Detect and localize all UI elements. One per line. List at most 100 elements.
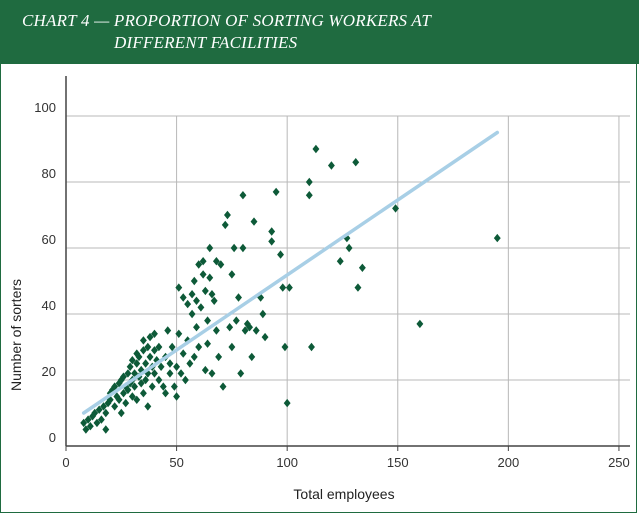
data-point bbox=[168, 342, 176, 352]
data-point bbox=[188, 290, 196, 299]
x-tick-label: 250 bbox=[608, 455, 630, 470]
trendline bbox=[81, 130, 500, 415]
data-point bbox=[166, 369, 174, 378]
data-point bbox=[146, 352, 154, 362]
data-point bbox=[162, 389, 169, 398]
data-point bbox=[206, 243, 214, 253]
data-point bbox=[139, 346, 147, 355]
data-point bbox=[193, 296, 200, 305]
data-point bbox=[139, 389, 147, 398]
data-point bbox=[268, 237, 276, 246]
data-point bbox=[206, 273, 214, 282]
data-point bbox=[248, 352, 256, 362]
data-point bbox=[199, 257, 207, 266]
data-point bbox=[392, 204, 399, 213]
data-point bbox=[157, 362, 165, 371]
data-point bbox=[212, 257, 220, 266]
data-point bbox=[97, 415, 105, 424]
data-point bbox=[148, 382, 156, 391]
data-point bbox=[228, 270, 236, 279]
data-point bbox=[91, 408, 99, 418]
data-point bbox=[155, 375, 163, 385]
data-point bbox=[279, 283, 287, 292]
axis-layer bbox=[65, 76, 630, 451]
data-point bbox=[354, 283, 362, 292]
data-point bbox=[166, 359, 174, 368]
data-point bbox=[268, 227, 276, 236]
tick-labels: 0 50 100 150 200 250 0 20 40 60 80 100 bbox=[34, 100, 629, 470]
data-point bbox=[111, 382, 119, 391]
data-point bbox=[102, 425, 110, 434]
data-point bbox=[117, 408, 125, 418]
data-point bbox=[208, 290, 216, 299]
data-point bbox=[186, 359, 194, 368]
data-point bbox=[139, 336, 147, 345]
x-axis-title: Total employees bbox=[293, 486, 394, 502]
data-point bbox=[131, 382, 139, 391]
data-point bbox=[179, 349, 187, 358]
data-point bbox=[201, 286, 209, 296]
title-banner: CHART 4 — PROPORTION OF SORTING WORKERS … bbox=[0, 0, 639, 64]
x-tick-label: 150 bbox=[387, 455, 409, 470]
data-point bbox=[181, 375, 189, 385]
data-point bbox=[204, 339, 211, 348]
data-point bbox=[142, 359, 150, 368]
data-point bbox=[80, 418, 88, 428]
chart-title-line-1: CHART 4 — PROPORTION OF SORTING WORKERS … bbox=[22, 11, 432, 30]
data-point bbox=[493, 233, 501, 243]
data-point bbox=[221, 220, 229, 230]
data-point bbox=[179, 293, 187, 302]
data-point bbox=[352, 158, 360, 167]
chart-title: CHART 4 — PROPORTION OF SORTING WORKERS … bbox=[22, 10, 582, 54]
x-tick-label: 50 bbox=[169, 455, 183, 470]
y-tick-label: 60 bbox=[42, 232, 56, 247]
data-point bbox=[305, 191, 313, 200]
data-point bbox=[93, 418, 101, 428]
data-point bbox=[124, 369, 132, 378]
data-point bbox=[199, 270, 207, 279]
data-point bbox=[144, 402, 152, 411]
data-point bbox=[308, 342, 315, 352]
data-point bbox=[277, 250, 284, 259]
data-point bbox=[115, 395, 123, 404]
data-point bbox=[201, 365, 209, 375]
data-point bbox=[190, 352, 198, 362]
data-point bbox=[155, 342, 163, 352]
data-point bbox=[84, 415, 92, 424]
data-point bbox=[151, 369, 158, 378]
data-points bbox=[80, 144, 501, 434]
data-point bbox=[120, 389, 127, 398]
data-point bbox=[204, 316, 211, 325]
data-point bbox=[230, 243, 238, 253]
data-point bbox=[239, 191, 247, 200]
y-tick-label: 40 bbox=[42, 298, 56, 313]
data-point bbox=[151, 329, 158, 338]
data-point bbox=[124, 385, 132, 395]
data-point bbox=[226, 323, 234, 332]
data-point bbox=[190, 276, 198, 286]
data-point bbox=[82, 425, 90, 434]
data-point bbox=[86, 422, 94, 431]
data-point bbox=[146, 332, 154, 342]
data-point bbox=[133, 395, 141, 404]
data-point bbox=[197, 303, 205, 312]
data-point bbox=[128, 356, 136, 365]
data-point bbox=[111, 402, 119, 411]
data-point bbox=[122, 398, 130, 408]
data-point bbox=[173, 392, 181, 401]
data-point bbox=[164, 326, 172, 335]
data-point bbox=[170, 382, 178, 391]
data-point bbox=[142, 375, 150, 385]
y-axis-title: Number of sorters bbox=[8, 279, 24, 391]
y-tick-label: 0 bbox=[49, 430, 56, 445]
data-point bbox=[219, 382, 227, 391]
data-point bbox=[100, 402, 108, 411]
data-point bbox=[193, 323, 200, 332]
data-point bbox=[151, 346, 158, 355]
data-point bbox=[312, 144, 320, 154]
data-point bbox=[237, 369, 245, 378]
data-point bbox=[257, 293, 265, 302]
data-point bbox=[144, 342, 152, 352]
data-point bbox=[135, 352, 143, 362]
data-point bbox=[215, 352, 223, 362]
